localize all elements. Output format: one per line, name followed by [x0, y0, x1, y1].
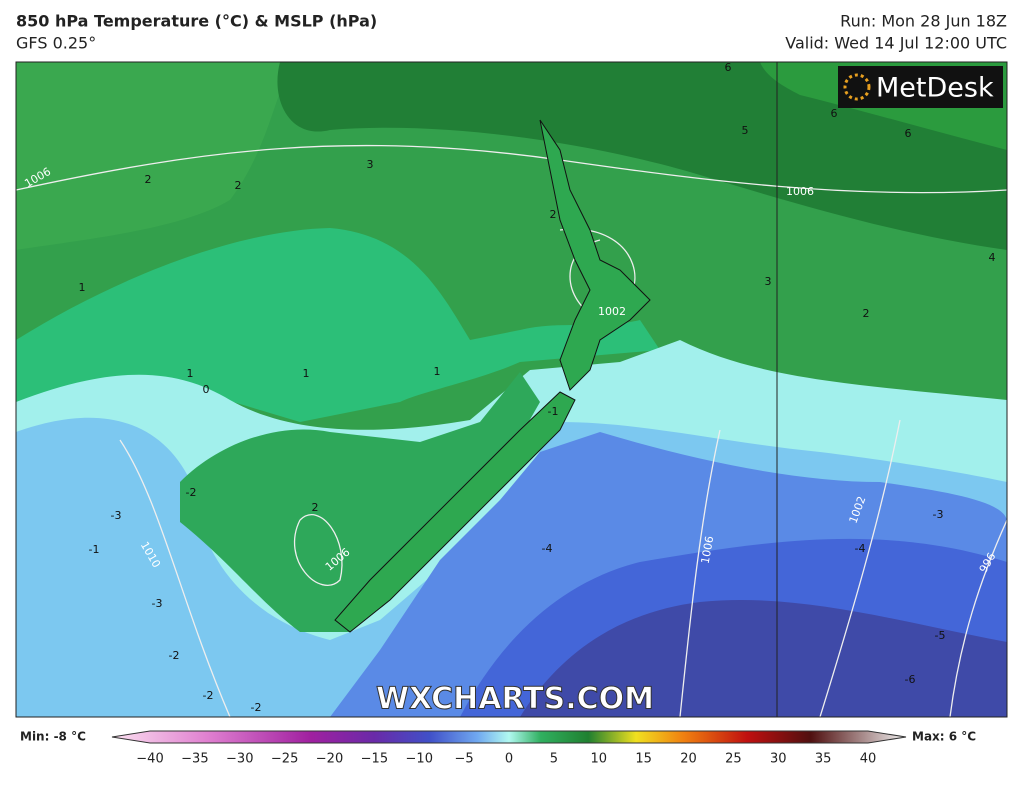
contour-label: 3: [765, 275, 772, 288]
colorbar-tick-label: −20: [316, 752, 343, 767]
temp-zone: [520, 600, 1007, 717]
contour-label: 1: [187, 367, 194, 380]
contour-label: 1: [79, 281, 86, 294]
contour-label: 2: [550, 208, 557, 221]
contour-label: -3: [111, 509, 122, 522]
contour-label: 4: [989, 251, 996, 264]
min-label: Min: -8 °C: [20, 730, 86, 744]
contour-label: 1: [434, 365, 441, 378]
contour-label: 2: [312, 501, 319, 514]
colorbar-tick-label: −25: [271, 752, 298, 767]
contour-label: -5: [935, 629, 946, 642]
contour-label: -2: [251, 701, 262, 714]
contour-label: -4: [542, 542, 553, 555]
contour-label: 0: [203, 383, 210, 396]
isobar-label: 1006: [699, 535, 717, 565]
colorbar-tick-label: 40: [860, 752, 877, 767]
logo-box: [838, 66, 1003, 108]
colorbar-tick-label: −40: [136, 752, 163, 767]
contour-label: -1: [89, 543, 100, 556]
contour-label: 2: [863, 307, 870, 320]
temp-zone: [180, 372, 540, 632]
colorbar: [111, 730, 907, 744]
colorbar-tick-label: 0: [505, 752, 513, 767]
contour-label: 5: [742, 124, 749, 137]
colorbar-tick-label: 20: [680, 752, 697, 767]
contour-label: 3: [367, 158, 374, 171]
colorbar-tick-label: 10: [590, 752, 607, 767]
colorbar-tick-label: 25: [725, 752, 742, 767]
contour-label: -3: [933, 508, 944, 521]
run-time: Run: Mon 28 Jun 18Z: [840, 12, 1007, 31]
contour-label: -1: [548, 405, 559, 418]
isobar-label: 1002: [598, 305, 626, 318]
contour-label: -3: [152, 597, 163, 610]
colorbar-tick-label: 30: [770, 752, 787, 767]
contour-label: 6: [831, 107, 838, 120]
contour-label: -6: [905, 673, 916, 686]
temp-zone: [277, 62, 1007, 250]
colorbar-tick-label: −30: [226, 752, 253, 767]
colorbar-tick-label: −15: [361, 752, 388, 767]
title: 850 hPa Temperature (°C) & MSLP (hPa): [16, 12, 377, 31]
contour-label: 1: [303, 367, 310, 380]
model: GFS 0.25°: [16, 34, 96, 53]
watermark: WXCHARTS.COM: [376, 682, 654, 717]
contour-label: 2: [145, 173, 152, 186]
temp-zone: [16, 62, 290, 250]
colorbar-tick-label: 5: [550, 752, 558, 767]
valid-time: Valid: Wed 14 Jul 12:00 UTC: [785, 34, 1007, 53]
colorbar-ticks: −40 −35 −30 −25 −20 −15 −10 −5 0 5 10 15 20 25 30 35 40: [136, 752, 876, 767]
temp-zone: [16, 228, 660, 422]
contour-label: -2: [186, 486, 197, 499]
colorbar-tick-label: −35: [181, 752, 208, 767]
contour-label: 2: [235, 179, 242, 192]
contour-label: 6: [725, 61, 732, 74]
logo-icon: [843, 73, 871, 101]
colorbar-tick-label: −10: [406, 752, 433, 767]
contour-label: -2: [203, 689, 214, 702]
isobar-label: 1006: [786, 185, 814, 198]
colorbar-tick-label: −5: [455, 752, 474, 767]
logo-text: MetDesk: [876, 73, 994, 104]
coastline: [334, 119, 651, 633]
contour-label: -4: [855, 542, 866, 555]
map: 6 5 6 6 1006 3 2 2 1006 2 1002 2 3 4 1 1…: [16, 61, 1007, 717]
contour-label: -2: [169, 649, 180, 662]
colorbar-tick-label: 15: [635, 752, 652, 767]
colorbar-tick-label: 35: [815, 752, 832, 767]
max-label: Max: 6 °C: [912, 730, 976, 744]
map-frame: [15, 61, 1008, 718]
contour-label: 6: [905, 127, 912, 140]
